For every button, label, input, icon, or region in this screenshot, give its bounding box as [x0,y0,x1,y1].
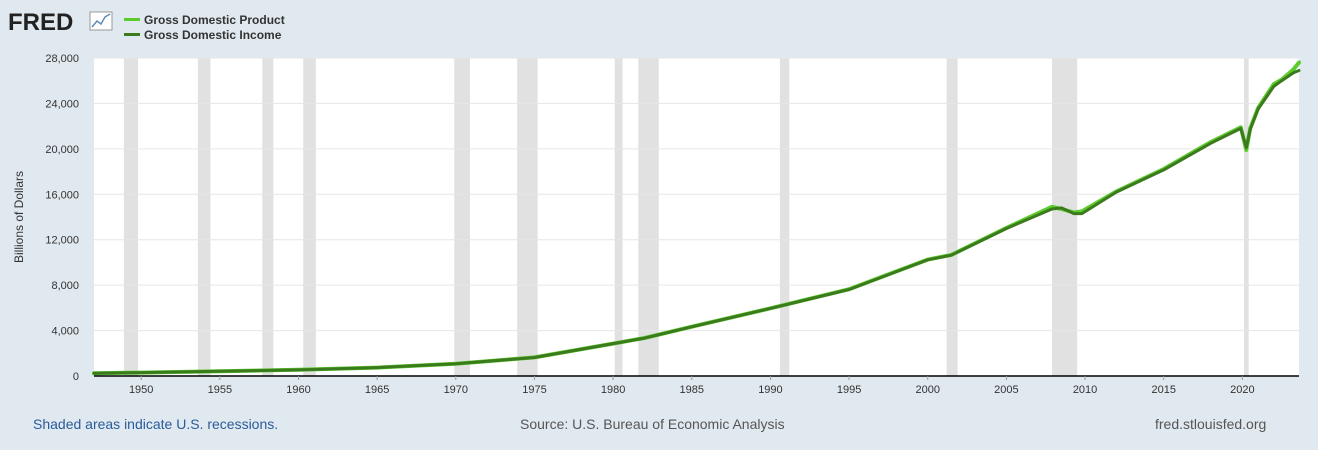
recession-band-8 [779,58,790,376]
x-tick-label: 1950 [129,384,153,396]
gridlines [94,57,1299,332]
recession-band-7 [638,58,659,376]
recession-note: Shaded areas indicate U.S. recessions. [33,416,279,432]
x-tick-label: 1975 [522,384,546,396]
legend-swatch-gdi [124,33,140,36]
x-tick-label: 1970 [444,384,468,396]
source-note: Source: U.S. Bureau of Economic Analysis [520,416,785,432]
x-tick-label: 2015 [1151,384,1175,396]
x-axis-ticks: 1950 1955 1960 1965 1970 1975 1980 1985 1990 1995… [129,376,1255,396]
legend-label-gdi: Gross Domestic Income [144,27,282,42]
x-tick-label: 1985 [680,384,704,396]
x-tick-label: 1965 [365,384,389,396]
x-tick-label: 2005 [994,384,1018,396]
y-tick-label: 16,000 [45,189,79,201]
series-line-gdi[interactable] [92,69,1301,375]
y-tick-label: 24,000 [45,98,79,110]
plot-background [94,58,1299,376]
recession-shading [123,58,1249,376]
x-tick-label: 1995 [837,384,861,396]
recession-band-2 [262,58,274,376]
y-tick-label: 8,000 [51,280,79,292]
y-tick-label: 28,000 [45,53,79,65]
recession-band-10 [1052,58,1078,376]
fred-logo[interactable]: FRED [8,6,118,34]
recession-band-11 [1243,58,1249,376]
recession-band-0 [123,58,139,376]
legend-item-gdp[interactable]: Gross Domestic Product [124,12,285,27]
site-link[interactable]: fred.stlouisfed.org [1155,416,1267,432]
legend-swatch-gdp [124,18,140,21]
y-axis-ticks: 0 4,000 8,000 12,000 16,000 20,000 24,000 28,00… [45,53,79,383]
x-tick-label: 1955 [208,384,232,396]
chart[interactable]: 0 4,000 8,000 12,000 16,000 20,000 24,000 28,00… [0,0,1318,400]
recession-band-9 [946,58,958,376]
x-tick-label: 2020 [1230,384,1254,396]
logo-text: FRED [8,9,73,34]
recession-band-4 [454,58,470,376]
recession-band-3 [303,58,316,376]
legend: Gross Domestic Product Gross Domestic In… [124,12,285,42]
y-tick-label: 0 [73,371,79,383]
legend-item-gdi[interactable]: Gross Domestic Income [124,27,285,42]
recession-band-6 [614,58,623,376]
legend-label-gdp: Gross Domestic Product [144,12,285,27]
line-graph-icon [89,11,113,31]
x-tick-label: 2010 [1073,384,1097,396]
x-tick-label: 1960 [286,384,310,396]
x-tick-label: 2000 [916,384,940,396]
recession-band-1 [197,58,211,376]
y-tick-label: 4,000 [51,326,79,338]
y-axis-title: Billions of Dollars [12,171,26,263]
x-tick-label: 1990 [758,384,782,396]
y-tick-label: 12,000 [45,235,79,247]
series-lines [92,60,1301,376]
y-tick-label: 20,000 [45,144,79,156]
x-tick-label: 1980 [601,384,625,396]
recession-band-5 [517,58,538,376]
